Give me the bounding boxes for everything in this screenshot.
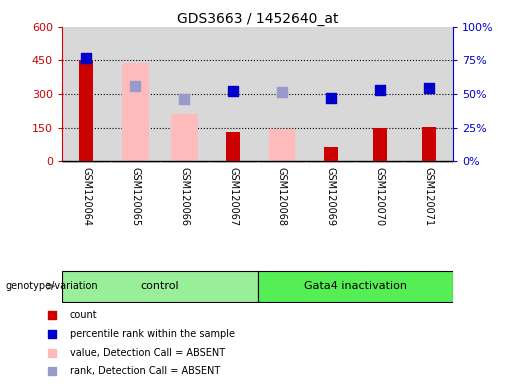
Point — [180, 96, 188, 102]
Text: Gata4 inactivation: Gata4 inactivation — [304, 281, 407, 291]
Text: percentile rank within the sample: percentile rank within the sample — [70, 329, 234, 339]
Bar — [373, 128, 387, 161]
Point — [47, 313, 56, 319]
Point — [278, 89, 286, 95]
Text: GSM120068: GSM120068 — [277, 167, 287, 226]
Point — [229, 88, 237, 94]
Text: genotype/variation: genotype/variation — [5, 281, 98, 291]
Point — [375, 87, 384, 93]
Text: GSM120064: GSM120064 — [81, 167, 91, 226]
Title: GDS3663 / 1452640_at: GDS3663 / 1452640_at — [177, 12, 338, 26]
Bar — [422, 127, 436, 161]
Bar — [268, 129, 296, 161]
Point — [82, 55, 91, 61]
Text: GSM120066: GSM120066 — [179, 167, 189, 226]
Point — [327, 95, 335, 101]
Text: control: control — [140, 281, 179, 291]
Text: GSM120070: GSM120070 — [375, 167, 385, 226]
Text: rank, Detection Call = ABSENT: rank, Detection Call = ABSENT — [70, 366, 220, 376]
Bar — [226, 132, 240, 161]
Bar — [324, 147, 338, 161]
Bar — [62, 271, 258, 302]
Point — [47, 331, 56, 337]
Point — [131, 83, 139, 89]
Point — [47, 349, 56, 356]
Text: GSM120069: GSM120069 — [326, 167, 336, 226]
Text: count: count — [70, 310, 97, 321]
Point — [47, 368, 56, 374]
Bar — [79, 61, 93, 161]
Text: value, Detection Call = ABSENT: value, Detection Call = ABSENT — [70, 348, 225, 358]
Text: GSM120071: GSM120071 — [424, 167, 434, 226]
Point — [424, 85, 433, 91]
Bar — [170, 114, 198, 161]
Bar — [122, 63, 149, 161]
Text: GSM120067: GSM120067 — [228, 167, 238, 226]
Bar — [258, 271, 453, 302]
Text: GSM120065: GSM120065 — [130, 167, 140, 226]
